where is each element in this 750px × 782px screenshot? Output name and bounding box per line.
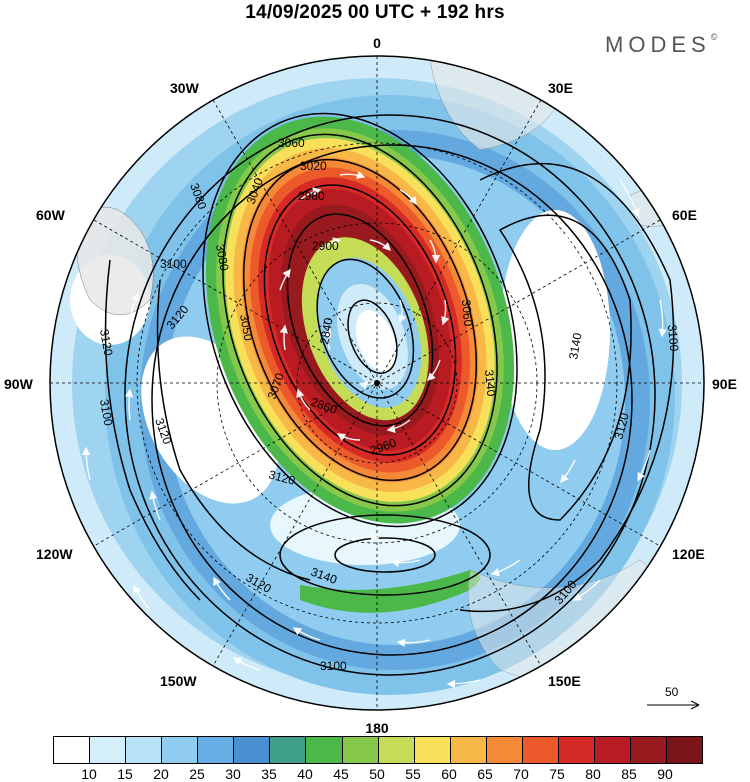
lon-label-0: 0	[373, 35, 381, 51]
legend-swatch	[450, 737, 487, 763]
lon-label-90w: 90W	[4, 376, 34, 392]
reference-vector-label: 50	[665, 685, 679, 699]
legend-tick-label: 25	[189, 766, 205, 782]
contour-label: 2900	[312, 239, 339, 253]
legend-swatch	[342, 737, 379, 763]
jet-streak-south	[300, 570, 480, 613]
contour-label: 3060	[459, 299, 475, 327]
legend-swatch	[414, 737, 451, 763]
south-pole-marker	[374, 380, 380, 386]
legend-tick-label: 50	[369, 766, 385, 782]
lon-label-30w: 30W	[170, 80, 200, 96]
legend-swatch	[270, 737, 307, 763]
legend-swatch	[90, 737, 127, 763]
contour-label: 3120	[97, 328, 115, 357]
polar-jet	[205, 116, 515, 524]
legend-swatch	[198, 737, 235, 763]
legend-tick-label: 40	[297, 766, 313, 782]
contour-label: 3060	[278, 136, 305, 150]
contours	[104, 112, 675, 676]
contour-labels: 3060 3040 3080 3020 2980 2900 2840 3100 …	[97, 136, 681, 673]
contour-label: 3100	[320, 659, 347, 673]
legend-swatch	[234, 737, 271, 763]
brand-logo: MODES©	[605, 32, 717, 58]
color-legend	[53, 736, 703, 764]
calm-zone-east	[500, 210, 610, 450]
legend-swatch	[378, 737, 415, 763]
map-border	[49, 55, 705, 711]
contour-label: 2840	[317, 316, 335, 345]
lon-label-120w: 120W	[36, 546, 73, 562]
contour-label: 3140	[482, 369, 498, 397]
legend-swatch	[594, 737, 631, 763]
lon-label-120e: 120E	[672, 546, 705, 562]
page-title: 14/09/2025 00 UTC + 192 hrs	[245, 2, 505, 23]
map-field	[50, 56, 704, 710]
legend-tick-label: 75	[549, 766, 565, 782]
legend-tick-label: 80	[585, 766, 601, 782]
legend-tick-label: 90	[657, 766, 673, 782]
wind-arrows	[81, 170, 667, 689]
brand-name: MODES	[605, 32, 711, 57]
legend-swatch	[667, 737, 703, 763]
legend-swatch	[631, 737, 668, 763]
legend-tick-label: 20	[153, 766, 169, 782]
brand-mark: ©	[710, 32, 718, 42]
land-south-america	[76, 206, 154, 316]
legend-swatch	[486, 737, 523, 763]
legend-tick-label: 30	[225, 766, 241, 782]
legend-swatch	[54, 737, 91, 763]
legend-tick-label: 10	[81, 766, 97, 782]
lon-label-150w: 150W	[160, 673, 197, 689]
legend-tick-label: 55	[405, 766, 421, 782]
legend-tick-label: 65	[477, 766, 493, 782]
lon-label-180: 180	[365, 720, 389, 736]
lon-label-90e: 90E	[712, 376, 737, 392]
longitude-labels: 0 30E 60E 90E 120E 150E 180 150W 120W 90…	[4, 35, 737, 736]
contour-label: 3100	[160, 257, 187, 271]
legend-swatch	[126, 737, 163, 763]
reference-vector: 50	[645, 685, 705, 715]
color-legend-labels: 10 15 20 25 30 35 40 45 50 55 60 65 70 75 80 85 90	[53, 766, 701, 782]
reference-vector-arrow	[647, 700, 700, 710]
legend-tick-label: 70	[513, 766, 529, 782]
legend-swatch	[522, 737, 559, 763]
legend-swatch	[162, 737, 199, 763]
legend-tick-label: 45	[333, 766, 349, 782]
legend-swatch	[558, 737, 595, 763]
contour-label: 3020	[300, 159, 327, 173]
legend-tick-label: 35	[261, 766, 277, 782]
legend-swatch	[306, 737, 343, 763]
lon-label-60e: 60E	[672, 207, 697, 223]
contour-label: 3100	[97, 398, 115, 427]
contour-label: 3140	[566, 331, 584, 360]
contour-label: 2980	[298, 189, 325, 203]
lon-label-30e: 30E	[548, 80, 573, 96]
contour-label: 3120	[267, 467, 297, 488]
legend-tick-label: 15	[117, 766, 133, 782]
lon-label-60w: 60W	[36, 207, 66, 223]
contour-label: 3100	[665, 324, 681, 352]
contour-label: 3120	[611, 411, 632, 441]
lon-label-150e: 150E	[548, 673, 581, 689]
legend-tick-label: 85	[621, 766, 637, 782]
contour-label: 3080	[213, 243, 231, 272]
legend-tick-label: 60	[441, 766, 457, 782]
contour-label: 3050	[237, 313, 255, 342]
